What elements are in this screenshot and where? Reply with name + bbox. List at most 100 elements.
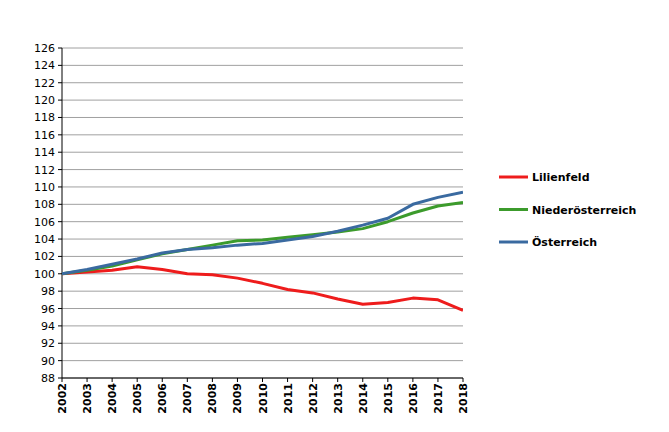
y-tick-label: 116 (34, 129, 55, 142)
x-tick-label: 2002 (56, 383, 69, 414)
x-tick-label: 2008 (206, 383, 219, 414)
x-tick-label: 2004 (106, 383, 119, 414)
grid-line (62, 65, 463, 66)
y-tick (58, 152, 62, 153)
x-tick (87, 378, 88, 382)
x-tick (337, 378, 338, 382)
x-tick-label: 2012 (307, 383, 320, 414)
y-tick-label: 112 (34, 164, 55, 177)
grid-line (62, 152, 463, 153)
x-tick-label: 2010 (257, 383, 270, 414)
x-tick-label: 2014 (357, 383, 370, 414)
y-tick-label: 102 (34, 250, 55, 263)
x-tick-label: 2013 (332, 383, 345, 414)
grid-line (62, 82, 463, 83)
legend-swatch (499, 241, 528, 244)
x-tick (387, 378, 388, 382)
y-tick (58, 343, 62, 344)
x-tick-label: 2011 (282, 383, 295, 414)
y-tick-label: 106 (34, 216, 55, 229)
x-tick (137, 378, 138, 382)
y-tick-label: 104 (34, 233, 55, 246)
grid-line (62, 134, 463, 135)
x-tick-label: 2009 (231, 383, 244, 414)
x-tick (312, 378, 313, 382)
grid-line (62, 204, 463, 205)
legend-swatch (499, 176, 528, 179)
grid-line (62, 256, 463, 257)
x-tick (187, 378, 188, 382)
x-tick-label: 2017 (432, 383, 445, 414)
x-tick-label: 2018 (457, 383, 470, 414)
chart: 88 90 92 94 96 98 100 102 104 106 108 110 112 114 116 1… (0, 0, 669, 432)
y-tick (58, 221, 62, 222)
y-axis (62, 48, 63, 378)
x-tick (437, 378, 438, 382)
grid-line (62, 360, 463, 361)
legend-swatch (499, 208, 528, 211)
y-tick (58, 256, 62, 257)
x-tick-label: 2003 (81, 383, 94, 414)
grid-line (62, 100, 463, 101)
series-line (62, 267, 463, 310)
x-tick (362, 378, 363, 382)
y-tick-label: 92 (41, 337, 55, 350)
x-axis (62, 378, 463, 379)
x-tick-label: 2015 (382, 383, 395, 414)
grid-line (62, 291, 463, 292)
y-tick (58, 117, 62, 118)
y-tick (58, 291, 62, 292)
x-tick (287, 378, 288, 382)
y-tick (58, 325, 62, 326)
grid-line (62, 325, 463, 326)
grid-line (62, 117, 463, 118)
y-tick (58, 308, 62, 309)
x-tick (112, 378, 113, 382)
y-tick-label: 96 (41, 303, 55, 316)
plot-area (62, 192, 463, 310)
y-tick (58, 48, 62, 49)
y-tick (58, 65, 62, 66)
y-tick (58, 169, 62, 170)
x-tick-label: 2016 (407, 383, 420, 414)
legend-label: Niederösterreich (532, 204, 636, 217)
y-tick (58, 100, 62, 101)
y-tick (58, 204, 62, 205)
y-tick-label: 90 (41, 355, 55, 368)
grid-line (62, 273, 463, 274)
y-tick (58, 186, 62, 187)
y-tick (58, 82, 62, 83)
y-tick-label: 118 (34, 111, 55, 124)
y-tick-label: 94 (41, 320, 55, 333)
y-tick-label: 98 (41, 285, 55, 298)
y-tick-label: 114 (34, 146, 55, 159)
legend-label: Österreich (532, 235, 597, 249)
grid-line (62, 186, 463, 187)
y-tick-label: 108 (34, 198, 55, 211)
grid-line (62, 308, 463, 309)
grid-line (62, 169, 463, 170)
x-tick (237, 378, 238, 382)
x-tick (212, 378, 213, 382)
y-tick-label: 120 (34, 94, 55, 107)
y-tick-label: 100 (34, 268, 55, 281)
y-tick-label: 122 (34, 77, 55, 90)
y-tick (58, 273, 62, 274)
y-tick (58, 134, 62, 135)
y-tick (58, 360, 62, 361)
x-tick (262, 378, 263, 382)
x-tick-label: 2007 (181, 383, 194, 414)
y-tick-label: 110 (34, 181, 55, 194)
y-tick-label: 124 (34, 59, 55, 72)
x-tick (62, 378, 63, 382)
x-tick (162, 378, 163, 382)
y-tick (58, 378, 62, 379)
y-tick-label: 88 (41, 372, 55, 385)
x-tick-label: 2006 (156, 383, 169, 414)
grid-line (62, 378, 463, 379)
y-tick-label: 126 (34, 42, 55, 55)
x-tick (463, 378, 464, 382)
series-line (62, 192, 463, 274)
grid-line (62, 48, 463, 49)
y-tick (58, 239, 62, 240)
